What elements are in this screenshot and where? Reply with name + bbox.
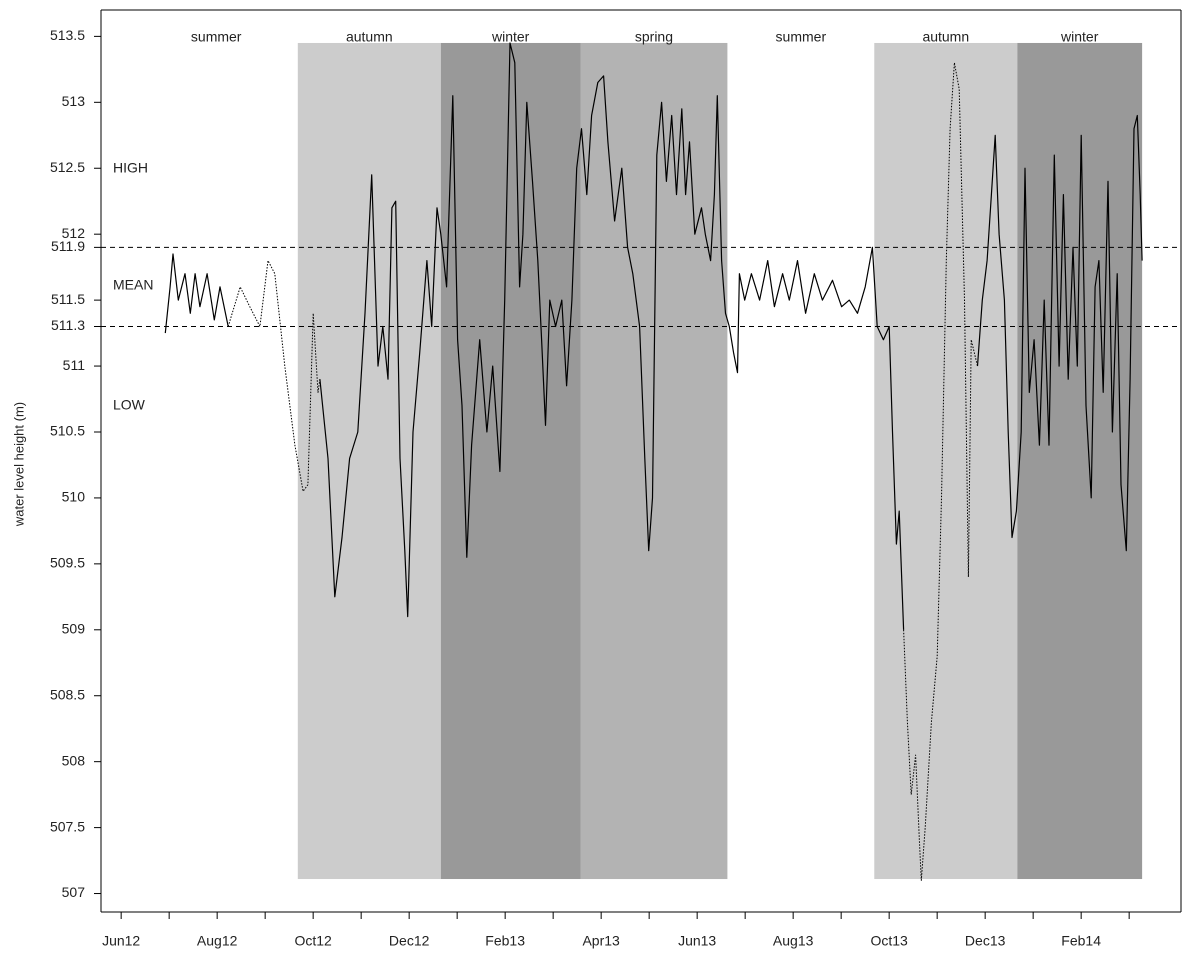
x-tick-label: Oct12 [294,933,332,949]
level-label: HIGH [113,160,148,176]
y-axis-label: water level height (m) [11,402,26,527]
y-tick-label: 509.5 [50,555,85,571]
x-tick-label: Feb14 [1061,933,1101,949]
y-tick-label: 511.9 [51,238,85,254]
y-tick-label: 512 [62,225,86,241]
season-band [1017,42,1143,880]
x-tick-label: Apr13 [582,933,620,949]
level-label: LOW [113,397,146,413]
water-level-line [227,62,978,881]
season-band [440,42,581,880]
x-tick-label: Oct13 [870,933,908,949]
y-tick-label: 508 [62,752,86,768]
season-label: summer [776,29,827,45]
season-band [297,42,441,880]
season-label: winter [1060,29,1099,45]
y-tick-label: 507.5 [50,818,85,834]
x-tick-label: Aug12 [197,933,238,949]
x-tick-label: Aug13 [773,933,814,949]
y-tick-label: 509 [62,620,86,636]
y-tick-label: 513 [62,93,86,109]
season-band [874,42,1018,880]
season-label: winter [491,29,530,45]
x-tick-label: Dec12 [389,933,430,949]
season-bands: summer autumn winter spring summer autumn wint… [191,29,1143,880]
season-label: autumn [922,29,969,45]
y-tick-label: 513.5 [50,27,85,43]
y-tick-label: 511.5 [51,291,85,307]
x-tick-label: Jun12 [102,933,140,949]
y-tick-label: 510.5 [50,423,85,439]
x-tick-label: Feb13 [485,933,525,949]
season-band [580,42,728,880]
y-tick-label: 511 [63,357,86,373]
water-level-line [164,42,1143,630]
season-label: autumn [346,29,393,45]
x-tick-label: Jun13 [678,933,716,949]
season-label: summer [191,29,242,45]
season-label: spring [635,29,673,45]
x-tick-label: Dec13 [965,933,1006,949]
y-tick-label: 511.3 [51,317,85,333]
level-label: MEAN [113,277,153,293]
y-tick-label: 508.5 [50,686,85,702]
y-tick-label: 507 [62,884,86,900]
plot [101,42,1181,881]
y-tick-label: 510 [62,489,86,505]
y-tick-label: 512.5 [50,159,85,175]
